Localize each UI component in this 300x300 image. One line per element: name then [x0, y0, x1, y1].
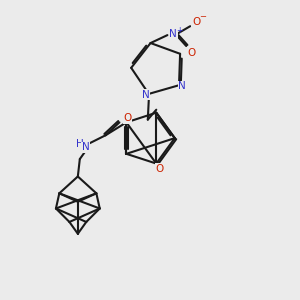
Text: N: N [169, 29, 177, 39]
Text: N: N [178, 81, 186, 91]
Text: +: + [176, 26, 182, 35]
Text: N: N [142, 90, 150, 100]
Text: O: O [155, 164, 164, 173]
Text: O: O [187, 48, 195, 58]
Text: −: − [200, 12, 207, 21]
Text: H: H [76, 139, 84, 149]
Text: O: O [192, 17, 200, 27]
Text: O: O [123, 113, 131, 123]
Text: N: N [82, 142, 90, 152]
